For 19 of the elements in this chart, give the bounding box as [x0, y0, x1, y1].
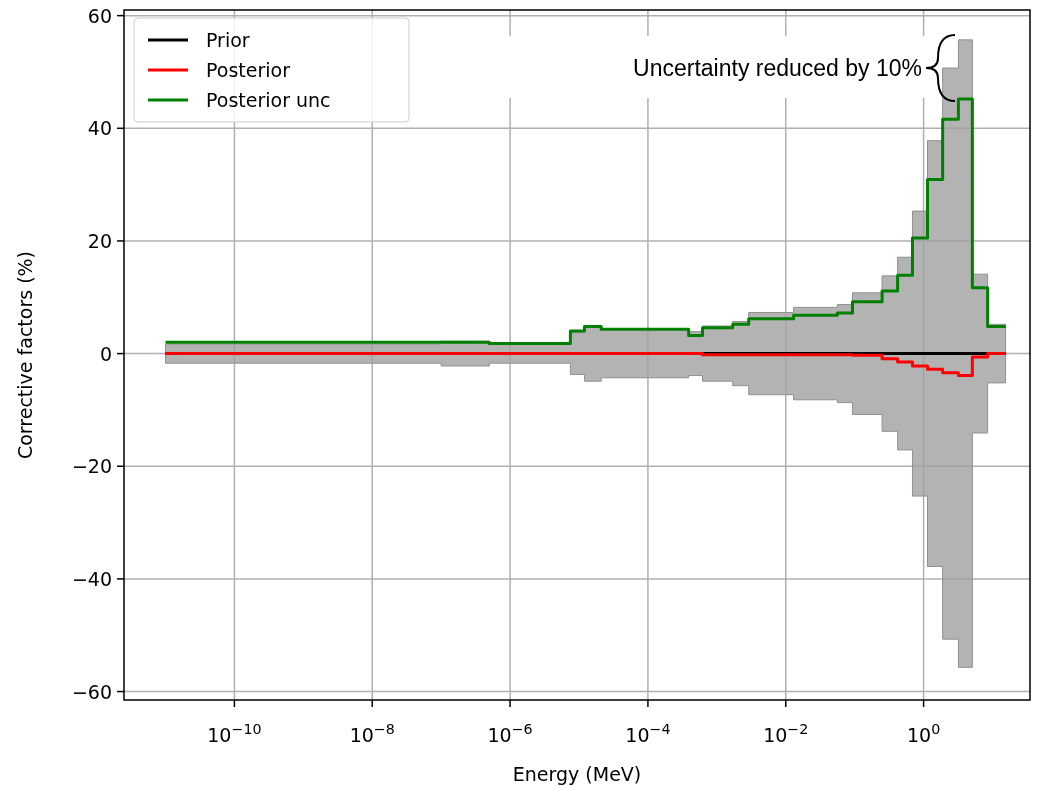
annotation: Uncertainty reduced by 10%	[633, 55, 922, 81]
y-tick-label: −40	[71, 567, 112, 590]
x-tick-label: 10$^{−6}$	[487, 721, 533, 746]
legend-label: Posterior unc	[206, 89, 331, 111]
y-tick-label: 0	[99, 342, 112, 365]
y-tick-label: −20	[71, 455, 112, 478]
x-tick-label: 10$^{−10}$	[207, 721, 262, 746]
y-tick-label: 60	[87, 4, 112, 27]
x-axis-title: Energy (MeV)	[512, 763, 642, 785]
x-tick-label: 10$^{−8}$	[349, 721, 395, 746]
y-tick-label: 20	[87, 229, 112, 252]
x-tick-label: 10$^{−2}$	[763, 721, 809, 746]
x-tick-label: 10$^{−4}$	[625, 721, 671, 746]
y-axis-title: Corrective factors (%)	[14, 250, 36, 460]
legend-label: Posterior	[206, 59, 291, 81]
y-tick-label: 40	[87, 117, 112, 140]
legend-label: Prior	[206, 29, 250, 51]
x-tick-label: 10$^{0}$	[906, 721, 941, 746]
y-tick-label: −60	[71, 680, 112, 703]
